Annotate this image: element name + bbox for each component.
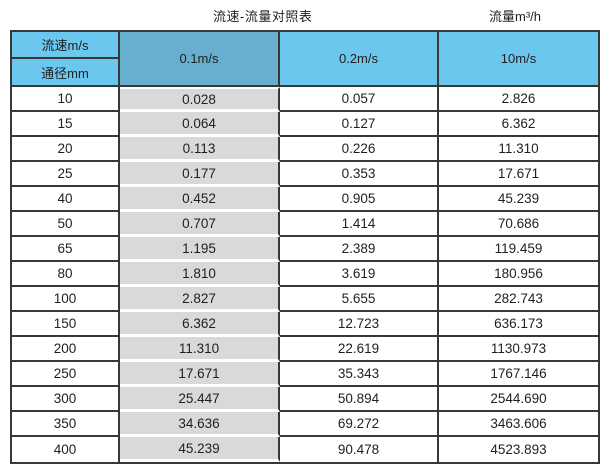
flow-value-cell: 25.447 bbox=[120, 387, 280, 412]
flow-value-cell: 69.272 bbox=[280, 412, 439, 437]
flow-value-cell: 119.459 bbox=[439, 237, 598, 262]
table-row: 20 0.113 0.226 11.310 bbox=[12, 137, 598, 162]
diameter-cell: 10 bbox=[12, 87, 120, 112]
diameter-cell: 25 bbox=[12, 162, 120, 187]
column-header-0-2ms: 0.2m/s bbox=[280, 32, 439, 87]
diameter-cell: 65 bbox=[12, 237, 120, 262]
table-body: 10 0.028 0.057 2.826 15 0.064 0.127 6.362 20 0.11… bbox=[12, 87, 598, 462]
diameter-cell: 20 bbox=[12, 137, 120, 162]
diameter-cell: 50 bbox=[12, 212, 120, 237]
table-row: 350 34.636 69.272 3463.606 bbox=[12, 412, 598, 437]
flow-value-cell: 0.028 bbox=[120, 87, 280, 112]
diameter-cell: 350 bbox=[12, 412, 120, 437]
flow-value-cell: 22.619 bbox=[280, 337, 439, 362]
flow-value-cell: 34.636 bbox=[120, 412, 280, 437]
table-row: 100 2.827 5.655 282.743 bbox=[12, 287, 598, 312]
flow-value-cell: 0.064 bbox=[120, 112, 280, 137]
flow-value-cell: 0.905 bbox=[280, 187, 439, 212]
flow-value-cell: 1.195 bbox=[120, 237, 280, 262]
table-row: 200 11.310 22.619 1130.973 bbox=[12, 337, 598, 362]
table-row: 250 17.671 35.343 1767.146 bbox=[12, 362, 598, 387]
diameter-cell: 40 bbox=[12, 187, 120, 212]
diameter-cell: 15 bbox=[12, 112, 120, 137]
flow-value-cell: 3463.606 bbox=[439, 412, 598, 437]
flow-value-cell: 636.173 bbox=[439, 312, 598, 337]
diameter-cell: 200 bbox=[12, 337, 120, 362]
flow-value-cell: 0.177 bbox=[120, 162, 280, 187]
flow-value-cell: 50.894 bbox=[280, 387, 439, 412]
flow-unit-label: 流量m³/h bbox=[489, 9, 542, 24]
page-title: 流速-流量对照表 bbox=[213, 9, 313, 24]
flow-value-cell: 11.310 bbox=[120, 337, 280, 362]
diameter-cell: 150 bbox=[12, 312, 120, 337]
flow-value-cell: 2.826 bbox=[439, 87, 598, 112]
flow-value-cell: 0.452 bbox=[120, 187, 280, 212]
flow-value-cell: 45.239 bbox=[439, 187, 598, 212]
table-row: 300 25.447 50.894 2544.690 bbox=[12, 387, 598, 412]
flow-value-cell: 5.655 bbox=[280, 287, 439, 312]
flow-value-cell: 0.127 bbox=[280, 112, 439, 137]
flow-value-cell: 90.478 bbox=[280, 437, 439, 462]
flow-value-cell: 17.671 bbox=[439, 162, 598, 187]
diameter-cell: 80 bbox=[12, 262, 120, 287]
title-bar: 流速-流量对照表 流量m³/h bbox=[0, 0, 600, 30]
flow-value-cell: 1.414 bbox=[280, 212, 439, 237]
flow-value-cell: 0.226 bbox=[280, 137, 439, 162]
flow-value-cell: 180.956 bbox=[439, 262, 598, 287]
header-velocity-label: 流速m/s bbox=[12, 32, 120, 59]
flow-value-cell: 0.057 bbox=[280, 87, 439, 112]
table-row: 50 0.707 1.414 70.686 bbox=[12, 212, 598, 237]
diameter-cell: 400 bbox=[12, 437, 120, 462]
table-row: 400 45.239 90.478 4523.893 bbox=[12, 437, 598, 462]
table-row: 25 0.177 0.353 17.671 bbox=[12, 162, 598, 187]
diameter-cell: 250 bbox=[12, 362, 120, 387]
flow-value-cell: 6.362 bbox=[120, 312, 280, 337]
flow-value-cell: 0.707 bbox=[120, 212, 280, 237]
flow-value-cell: 11.310 bbox=[439, 137, 598, 162]
table-row: 150 6.362 12.723 636.173 bbox=[12, 312, 598, 337]
flow-value-cell: 1130.973 bbox=[439, 337, 598, 362]
flow-value-cell: 12.723 bbox=[280, 312, 439, 337]
flow-value-cell: 282.743 bbox=[439, 287, 598, 312]
column-header-0-1ms: 0.1m/s bbox=[120, 32, 280, 87]
flow-value-cell: 1767.146 bbox=[439, 362, 598, 387]
table-header: 流速m/s 0.1m/s 0.2m/s 10m/s 通径mm bbox=[12, 32, 598, 87]
flow-rate-table: 流速m/s 0.1m/s 0.2m/s 10m/s 通径mm 10 0.028 0.… bbox=[10, 30, 600, 464]
table-row: 15 0.064 0.127 6.362 bbox=[12, 112, 598, 137]
column-header-10ms: 10m/s bbox=[439, 32, 598, 87]
diameter-cell: 100 bbox=[12, 287, 120, 312]
flow-value-cell: 0.113 bbox=[120, 137, 280, 162]
table-row: 40 0.452 0.905 45.239 bbox=[12, 187, 598, 212]
header-diameter-label: 通径mm bbox=[12, 59, 120, 87]
flow-value-cell: 70.686 bbox=[439, 212, 598, 237]
table-row: 65 1.195 2.389 119.459 bbox=[12, 237, 598, 262]
flow-value-cell: 45.239 bbox=[120, 437, 280, 462]
flow-value-cell: 2.389 bbox=[280, 237, 439, 262]
flow-value-cell: 1.810 bbox=[120, 262, 280, 287]
table-row: 80 1.810 3.619 180.956 bbox=[12, 262, 598, 287]
diameter-cell: 300 bbox=[12, 387, 120, 412]
flow-value-cell: 17.671 bbox=[120, 362, 280, 387]
flow-value-cell: 2544.690 bbox=[439, 387, 598, 412]
flow-value-cell: 4523.893 bbox=[439, 437, 598, 462]
flow-value-cell: 3.619 bbox=[280, 262, 439, 287]
table-row: 10 0.028 0.057 2.826 bbox=[12, 87, 598, 112]
flow-value-cell: 6.362 bbox=[439, 112, 598, 137]
flow-value-cell: 2.827 bbox=[120, 287, 280, 312]
flow-value-cell: 0.353 bbox=[280, 162, 439, 187]
flow-value-cell: 35.343 bbox=[280, 362, 439, 387]
